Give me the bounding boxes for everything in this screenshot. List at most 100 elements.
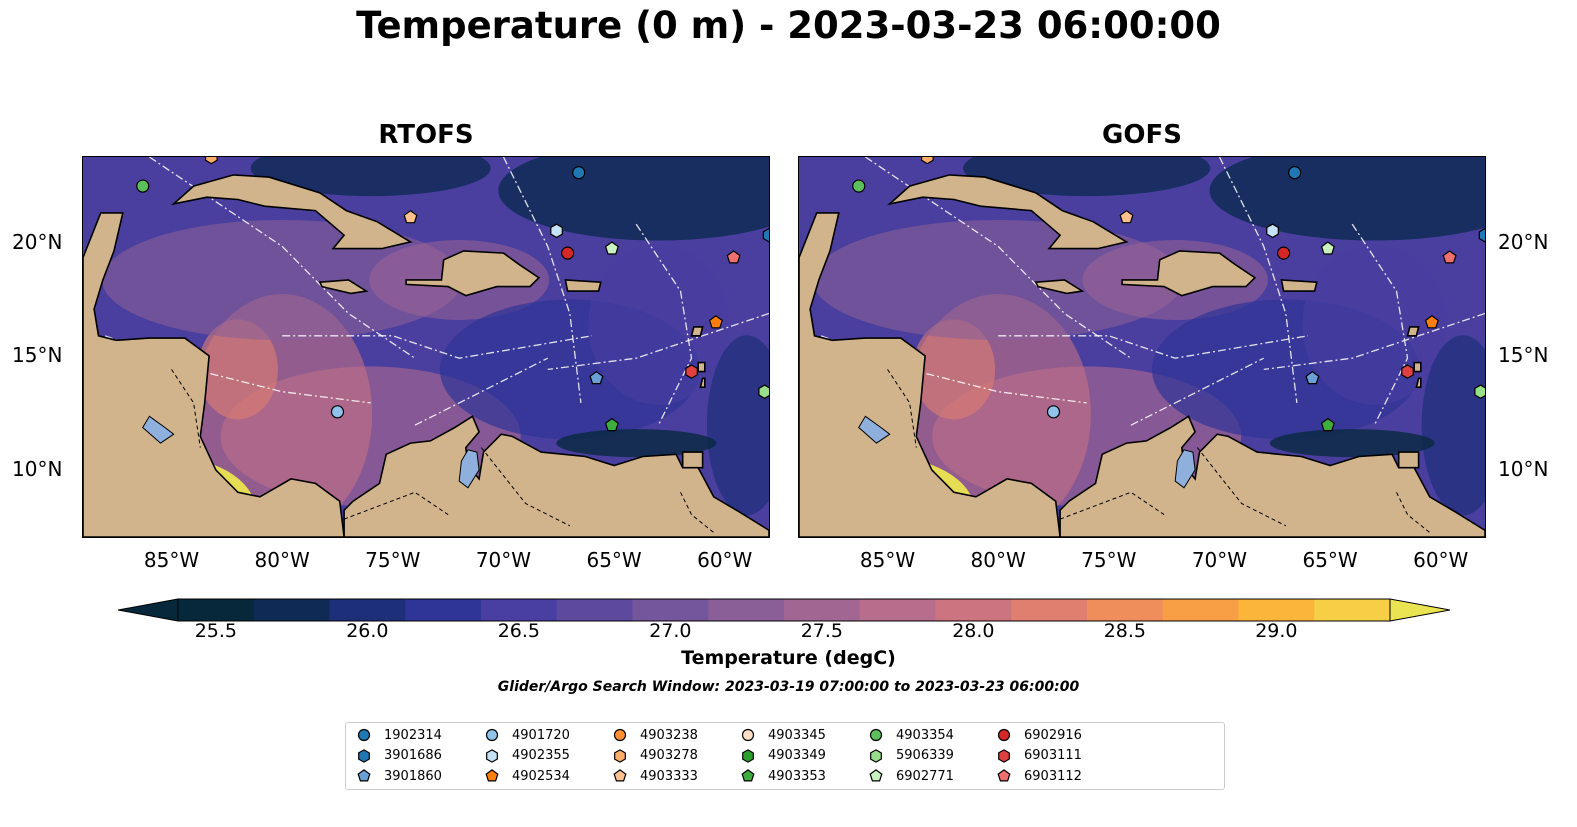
temperature-field [812, 219, 1184, 340]
land [318, 279, 369, 295]
legend-label: 4903238 [640, 727, 698, 743]
land [343, 415, 769, 537]
country-border [1396, 492, 1431, 533]
land [690, 326, 704, 337]
observation-marker-4903333 [1119, 210, 1134, 224]
legend: 1902314 3901686 3901860 4901720 4902355 49025… [345, 722, 1225, 790]
legend-marker [997, 728, 1011, 742]
observation-marker-4902534 [1424, 315, 1439, 329]
pentagon-marker-icon [613, 769, 627, 782]
legend-label: 4901720 [512, 727, 570, 743]
x-tick-rtofs: 85°W [143, 548, 200, 572]
observation-marker-4903333 [403, 210, 418, 224]
circle-marker-icon [485, 728, 499, 742]
temperature-field [102, 219, 463, 340]
colorbar-tick: 28.5 [1103, 620, 1147, 642]
land [699, 377, 706, 388]
land [1415, 377, 1422, 388]
legend-marker [998, 748, 1010, 763]
observation-marker-4903278 [920, 157, 934, 165]
x-tick-gofs: 65°W [1302, 548, 1358, 572]
legend-item-5906339: 5906339 [868, 747, 954, 765]
observation-marker-1902314 [1288, 166, 1302, 180]
temperature-field [963, 157, 1211, 197]
colorbar-segment [481, 599, 558, 621]
legend-label: 6903111 [1024, 748, 1082, 763]
colorbar-segment [1162, 599, 1239, 621]
colorbar-segment [405, 599, 482, 621]
observation-marker-5906339 [758, 384, 769, 399]
legend-item-4903238: 4903238 [612, 726, 698, 744]
land [405, 250, 541, 297]
legend-label: 6903112 [1024, 768, 1082, 784]
map-panel-rtofs[interactable] [82, 156, 770, 538]
land [1034, 279, 1085, 295]
lake [142, 415, 175, 444]
legend-marker [485, 728, 499, 742]
colorbar-segment [329, 599, 406, 621]
search-window-text: Glider/Argo Search Window: 2023-03-19 07… [497, 679, 1080, 695]
legend-marker [613, 769, 627, 782]
colorbar-tick: 27.5 [800, 620, 844, 642]
legend-label: 4902534 [512, 768, 570, 784]
lake [458, 449, 480, 489]
y-tick-left-15n: 15°N [12, 343, 63, 367]
observation-marker-6903112 [1442, 250, 1457, 264]
pentagon-marker-icon [869, 769, 883, 782]
legend-marker [357, 728, 371, 742]
legend-marker [997, 769, 1011, 782]
legend-marker [869, 728, 883, 742]
legend-label: 4903345 [768, 727, 826, 743]
legend-item-6902916: 6902916 [996, 726, 1082, 744]
colorbar-segment [1011, 599, 1088, 621]
eez-boundary [104, 335, 371, 404]
legend-label: 4903333 [640, 768, 698, 784]
pentagon-marker-icon [485, 769, 499, 782]
legend-label: 4903353 [768, 768, 826, 784]
legend-label: 3901860 [384, 768, 442, 784]
observation-marker-6903111 [1401, 364, 1414, 379]
colorbar-extend-low [117, 598, 179, 622]
eez-boundary [502, 157, 582, 403]
observation-marker-6902771 [604, 241, 619, 255]
legend-item-4902355: 4902355 [484, 747, 570, 765]
temperature-field [197, 319, 278, 420]
hexagon-marker-icon [742, 748, 754, 763]
land [1059, 415, 1485, 537]
observation-marker-4903278 [204, 157, 218, 165]
hexagon-marker-icon [870, 748, 882, 763]
colorbar [117, 595, 1451, 625]
colorbar-extend-high [1389, 598, 1451, 622]
country-border [887, 369, 917, 448]
temperature-field [912, 319, 996, 420]
observation-marker-3901860 [589, 370, 604, 385]
hexagon-marker-icon [998, 748, 1010, 763]
legend-marker [486, 748, 498, 763]
legend-label: 4903354 [896, 727, 954, 743]
observation-marker-3901860 [1305, 370, 1320, 385]
x-tick-rtofs: 70°W [475, 548, 532, 572]
map-panel-gofs[interactable] [798, 156, 1486, 538]
legend-item-6903111: 6903111 [996, 747, 1082, 765]
x-tick-rtofs: 65°W [586, 548, 642, 572]
eez-boundary [1351, 223, 1409, 426]
land [564, 279, 602, 292]
x-tick-gofs: 70°W [1191, 548, 1248, 572]
legend-item-4903345: 4903345 [740, 726, 826, 744]
temperature-field [1421, 335, 1485, 516]
eez-boundary [282, 335, 593, 359]
x-tick-gofs: 75°W [1081, 548, 1137, 572]
legend-marker [614, 748, 626, 763]
y-tick-left-10n: 10°N [12, 457, 63, 481]
colorbar-segment [935, 599, 1012, 621]
observation-marker-1902314 [572, 166, 586, 180]
land [83, 212, 345, 537]
pentagon-marker-icon [357, 769, 371, 782]
lake [1174, 449, 1196, 489]
eez-boundary [635, 223, 693, 426]
temperature-field [498, 157, 769, 241]
eez-boundary [998, 335, 1309, 359]
eez-boundary [1130, 357, 1264, 426]
legend-item-1902314: 1902314 [356, 726, 442, 744]
land [697, 361, 706, 373]
